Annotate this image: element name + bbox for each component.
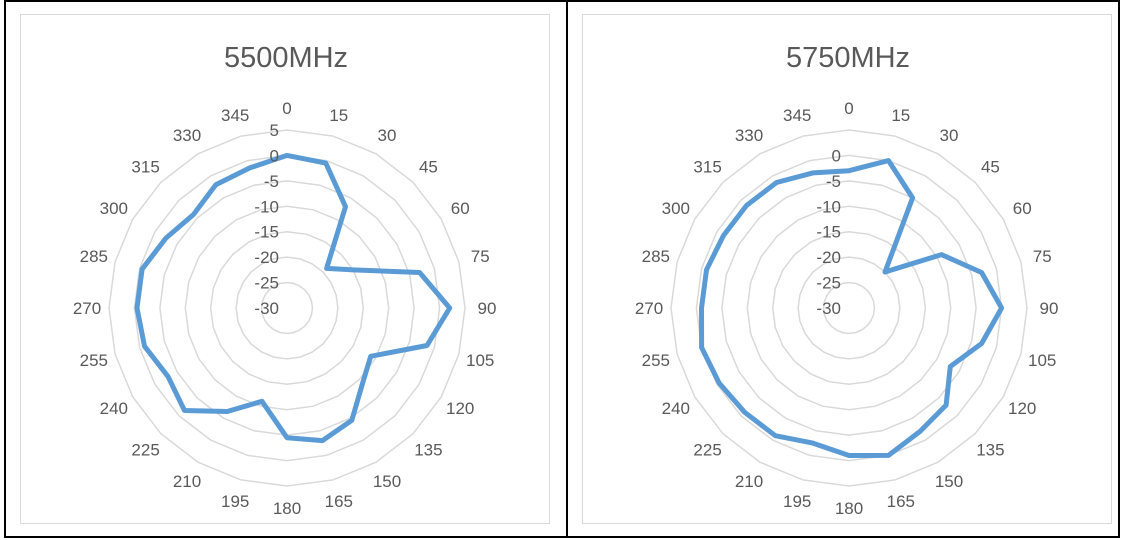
grid-ring [133,154,441,462]
angle-label: 225 [693,440,721,459]
radial-tick-label: -25 [254,274,279,293]
angle-label: 30 [940,126,959,145]
grid-ring [746,205,952,411]
angle-label: 330 [173,126,201,145]
radial-tick-label: 0 [832,146,841,165]
outer-table [4,0,1120,538]
grid-ring [797,256,901,360]
angle-label: 270 [635,299,663,318]
angle-label: 300 [662,199,690,218]
chart-title: 5500MHz [224,42,348,74]
angle-label: 255 [80,351,108,370]
radial-tick-label: -10 [254,197,279,216]
angle-label: 285 [80,247,108,266]
angle-label: 120 [1008,399,1036,418]
grid-ring [670,129,1028,487]
radial-tick-label: -30 [816,299,841,318]
chart-title: 5750MHz [786,42,910,74]
radial-tick-label: 5 [270,121,279,140]
angle-label: 330 [735,126,763,145]
angle-label: 255 [642,351,670,370]
angle-label: 180 [273,499,301,518]
angle-label: 60 [451,199,470,218]
angle-label: 285 [642,247,670,266]
radial-tick-label: -15 [816,223,841,242]
radial-tick-label: -25 [816,274,841,293]
radial-tick-label: -10 [816,197,841,216]
grid-ring [235,256,339,360]
angle-label: 270 [73,299,101,318]
angle-label: 210 [173,472,201,491]
angle-label: 150 [935,472,963,491]
angle-label: 45 [981,158,1000,177]
radial-tick-label: -20 [254,248,279,267]
grid-ring [771,230,927,386]
angle-label: 225 [131,440,159,459]
angle-label: 240 [662,399,690,418]
series-line [699,158,1005,458]
chart-5750mhz: 5750MHz 0 15 30 45 60 75 90 105 120 135 150 165 180 1… [582,14,1112,524]
angle-label: 60 [1013,199,1032,218]
angle-label: 345 [221,106,249,125]
grid-ring [108,129,466,487]
radial-tick-label: -15 [254,223,279,242]
angle-label: 0 [282,99,291,118]
angle-label: 30 [378,126,397,145]
angle-label: 120 [446,399,474,418]
angle-label: 135 [414,440,442,459]
grid-ring [721,180,977,436]
radar-chart-svg: 5750MHz 0 15 30 45 60 75 90 105 120 135 150 165 180 1… [635,42,1059,518]
chart-5500mhz: 5500MHz 0 15 30 45 60 75 90 105 120 135 150 165 180 1… [20,14,550,524]
angle-label: 195 [221,492,249,511]
grid-ring [159,180,415,436]
angle-label: 90 [478,299,497,318]
radial-tick-label: 0 [270,146,279,165]
angle-label: 240 [100,399,128,418]
grid-ring [822,281,876,335]
angle-label: 195 [783,492,811,511]
radial-tick-label: -30 [254,299,279,318]
angle-label: 165 [325,492,353,511]
grid-ring [695,154,1003,462]
radial-tick-label: -5 [826,172,841,191]
angle-label: 135 [976,440,1004,459]
radar-chart-svg: 5500MHz 0 15 30 45 60 75 90 105 120 135 150 165 180 1… [73,42,497,518]
angle-label: 165 [887,492,915,511]
angle-label: 45 [419,158,438,177]
grid-ring [260,281,314,335]
grid-ring [209,230,365,386]
angle-label: 180 [835,499,863,518]
grid-ring [184,205,390,411]
angle-label: 105 [1028,351,1056,370]
angle-label: 210 [735,472,763,491]
angle-label: 15 [891,106,910,125]
angle-label: 90 [1040,299,1059,318]
angle-label: 315 [693,158,721,177]
angle-label: 315 [131,158,159,177]
angle-label: 150 [373,472,401,491]
series-line [134,152,453,444]
radial-tick-label: -20 [816,248,841,267]
angle-label: 300 [100,199,128,218]
angle-label: 105 [466,351,494,370]
cell-divider [566,0,568,538]
radial-tick-label: -5 [264,172,279,191]
angle-label: 75 [471,247,490,266]
angle-label: 345 [783,106,811,125]
angle-label: 75 [1033,247,1052,266]
angle-label: 0 [844,99,853,118]
angle-label: 15 [329,106,348,125]
